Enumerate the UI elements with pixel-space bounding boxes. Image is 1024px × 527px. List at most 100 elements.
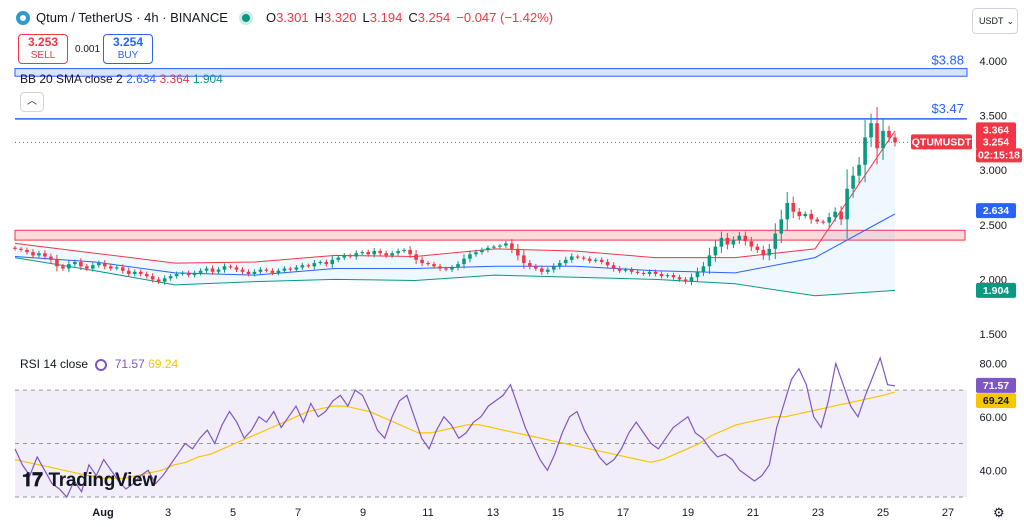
candle[interactable] <box>468 254 472 259</box>
candle[interactable] <box>300 265 305 268</box>
candle[interactable] <box>695 271 700 278</box>
candle[interactable] <box>162 278 167 282</box>
candle[interactable] <box>378 251 382 254</box>
candle[interactable] <box>354 253 359 257</box>
candle[interactable] <box>749 241 754 247</box>
bb-legend[interactable]: BB 20 SMA close 2 2.634 3.364 1.904 <box>20 72 223 86</box>
candle[interactable] <box>827 217 831 223</box>
candle[interactable] <box>138 271 143 274</box>
candle[interactable] <box>312 263 317 267</box>
candle[interactable] <box>701 266 706 272</box>
candle[interactable] <box>498 245 502 247</box>
candle[interactable] <box>575 256 580 258</box>
candle[interactable] <box>641 272 646 274</box>
bb-lower-line[interactable] <box>14 257 896 297</box>
candle[interactable] <box>845 188 849 220</box>
candle[interactable] <box>336 257 341 260</box>
candle[interactable] <box>258 269 263 272</box>
candle[interactable] <box>384 253 388 256</box>
collapse-legend-button[interactable]: ︿ <box>20 92 44 112</box>
candle[interactable] <box>557 263 562 267</box>
level-band-3-88[interactable] <box>14 68 968 77</box>
buy-button[interactable]: 3.254 BUY <box>103 34 153 64</box>
currency-selector[interactable]: USDT ⌄ <box>972 8 1018 34</box>
candle[interactable] <box>108 266 113 269</box>
candle[interactable] <box>91 265 95 269</box>
candle[interactable] <box>210 268 215 272</box>
bb-upper-line[interactable] <box>14 130 896 264</box>
candle[interactable] <box>414 254 418 260</box>
candle[interactable] <box>180 272 185 274</box>
rsi-line[interactable] <box>14 356 896 499</box>
candle[interactable] <box>474 252 478 255</box>
candle[interactable] <box>342 255 347 258</box>
candle[interactable] <box>737 235 742 241</box>
candle[interactable] <box>174 273 179 277</box>
candle[interactable] <box>216 269 221 272</box>
candle[interactable] <box>348 255 353 257</box>
candle[interactable] <box>863 137 867 165</box>
candle[interactable] <box>396 251 400 254</box>
candle[interactable] <box>887 130 891 138</box>
candle[interactable] <box>713 246 718 256</box>
candle[interactable] <box>677 277 682 280</box>
candle[interactable] <box>192 272 197 276</box>
candle[interactable] <box>246 271 251 274</box>
candle[interactable] <box>306 265 311 267</box>
candle[interactable] <box>450 267 454 270</box>
candle[interactable] <box>504 243 508 246</box>
candle[interactable] <box>869 123 873 138</box>
candle[interactable] <box>294 267 299 270</box>
symbol-title[interactable]: Qtum / TetherUS · 4h · BINANCE <box>36 10 228 25</box>
candle[interactable] <box>785 202 790 220</box>
candle[interactable] <box>49 256 53 260</box>
candle[interactable] <box>324 261 329 265</box>
candle[interactable] <box>629 269 634 272</box>
bb-basis-line[interactable] <box>14 213 896 276</box>
candle[interactable] <box>85 266 89 269</box>
candle[interactable] <box>390 253 394 256</box>
candle[interactable] <box>779 219 784 234</box>
candle[interactable] <box>492 246 496 248</box>
candle[interactable] <box>55 259 59 267</box>
candle[interactable] <box>689 277 694 282</box>
candle[interactable] <box>725 237 730 245</box>
candle[interactable] <box>839 211 843 220</box>
candle[interactable] <box>528 263 532 267</box>
candle[interactable] <box>168 276 173 279</box>
candle[interactable] <box>881 130 885 149</box>
candle[interactable] <box>186 272 191 276</box>
candle[interactable] <box>150 276 155 280</box>
candle[interactable] <box>156 279 161 282</box>
candle[interactable] <box>707 255 712 267</box>
candle[interactable] <box>593 259 598 261</box>
candle[interactable] <box>599 259 604 262</box>
candle[interactable] <box>222 266 227 270</box>
candle[interactable] <box>545 269 550 272</box>
candle[interactable] <box>444 268 448 270</box>
candle[interactable] <box>234 267 239 270</box>
candle[interactable] <box>743 235 748 242</box>
candle[interactable] <box>240 269 245 272</box>
candle[interactable] <box>659 273 664 277</box>
sell-button[interactable]: 3.253 SELL <box>18 34 68 64</box>
candle[interactable] <box>456 264 460 268</box>
candle[interactable] <box>103 263 107 267</box>
candle[interactable] <box>276 270 281 273</box>
candle[interactable] <box>755 246 760 250</box>
candle[interactable] <box>97 263 101 266</box>
candle[interactable] <box>617 268 622 271</box>
candle[interactable] <box>73 261 77 265</box>
candle[interactable] <box>815 219 819 222</box>
candle[interactable] <box>551 266 556 270</box>
candle[interactable] <box>791 202 796 212</box>
candle[interactable] <box>611 265 616 269</box>
candle[interactable] <box>623 269 628 271</box>
candle[interactable] <box>126 270 131 274</box>
candle[interactable] <box>330 259 335 265</box>
candle[interactable] <box>438 266 442 269</box>
candle[interactable] <box>432 264 436 267</box>
candle[interactable] <box>647 271 652 274</box>
candle[interactable] <box>144 273 149 277</box>
candle[interactable] <box>288 268 293 270</box>
